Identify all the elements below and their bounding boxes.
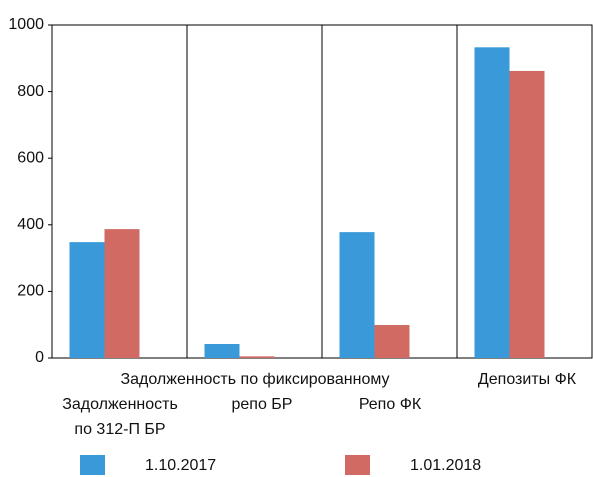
bar	[104, 229, 140, 358]
x-tick-label: репо БР	[232, 396, 293, 413]
bar	[339, 232, 375, 358]
bar	[509, 70, 545, 358]
bar	[239, 356, 275, 358]
y-tick-label: 400	[17, 216, 44, 233]
x-tick-label: Задолженность	[62, 396, 178, 413]
x-tick-label: по 312-П БР	[74, 421, 165, 438]
bar	[204, 344, 240, 358]
x-tick-label: Депозиты ФК	[478, 371, 577, 388]
y-tick-label: 0	[35, 349, 44, 366]
y-tick-label: 600	[17, 149, 44, 166]
y-tick-label: 800	[17, 83, 44, 100]
bar	[374, 325, 410, 358]
bar	[474, 47, 510, 358]
x-tick-label: Репо ФК	[359, 396, 422, 413]
legend-label: 1.01.2018	[410, 457, 481, 474]
x-tick-label: Задолженность по фиксированному	[120, 371, 389, 388]
y-tick-label: 200	[17, 283, 44, 300]
bar	[69, 242, 105, 358]
legend-label: 1.10.2017	[145, 457, 216, 474]
y-tick-label: 1000	[8, 16, 44, 33]
legend-swatch	[345, 455, 370, 475]
plot-frame	[51, 24, 593, 359]
legend-swatch	[80, 455, 105, 475]
